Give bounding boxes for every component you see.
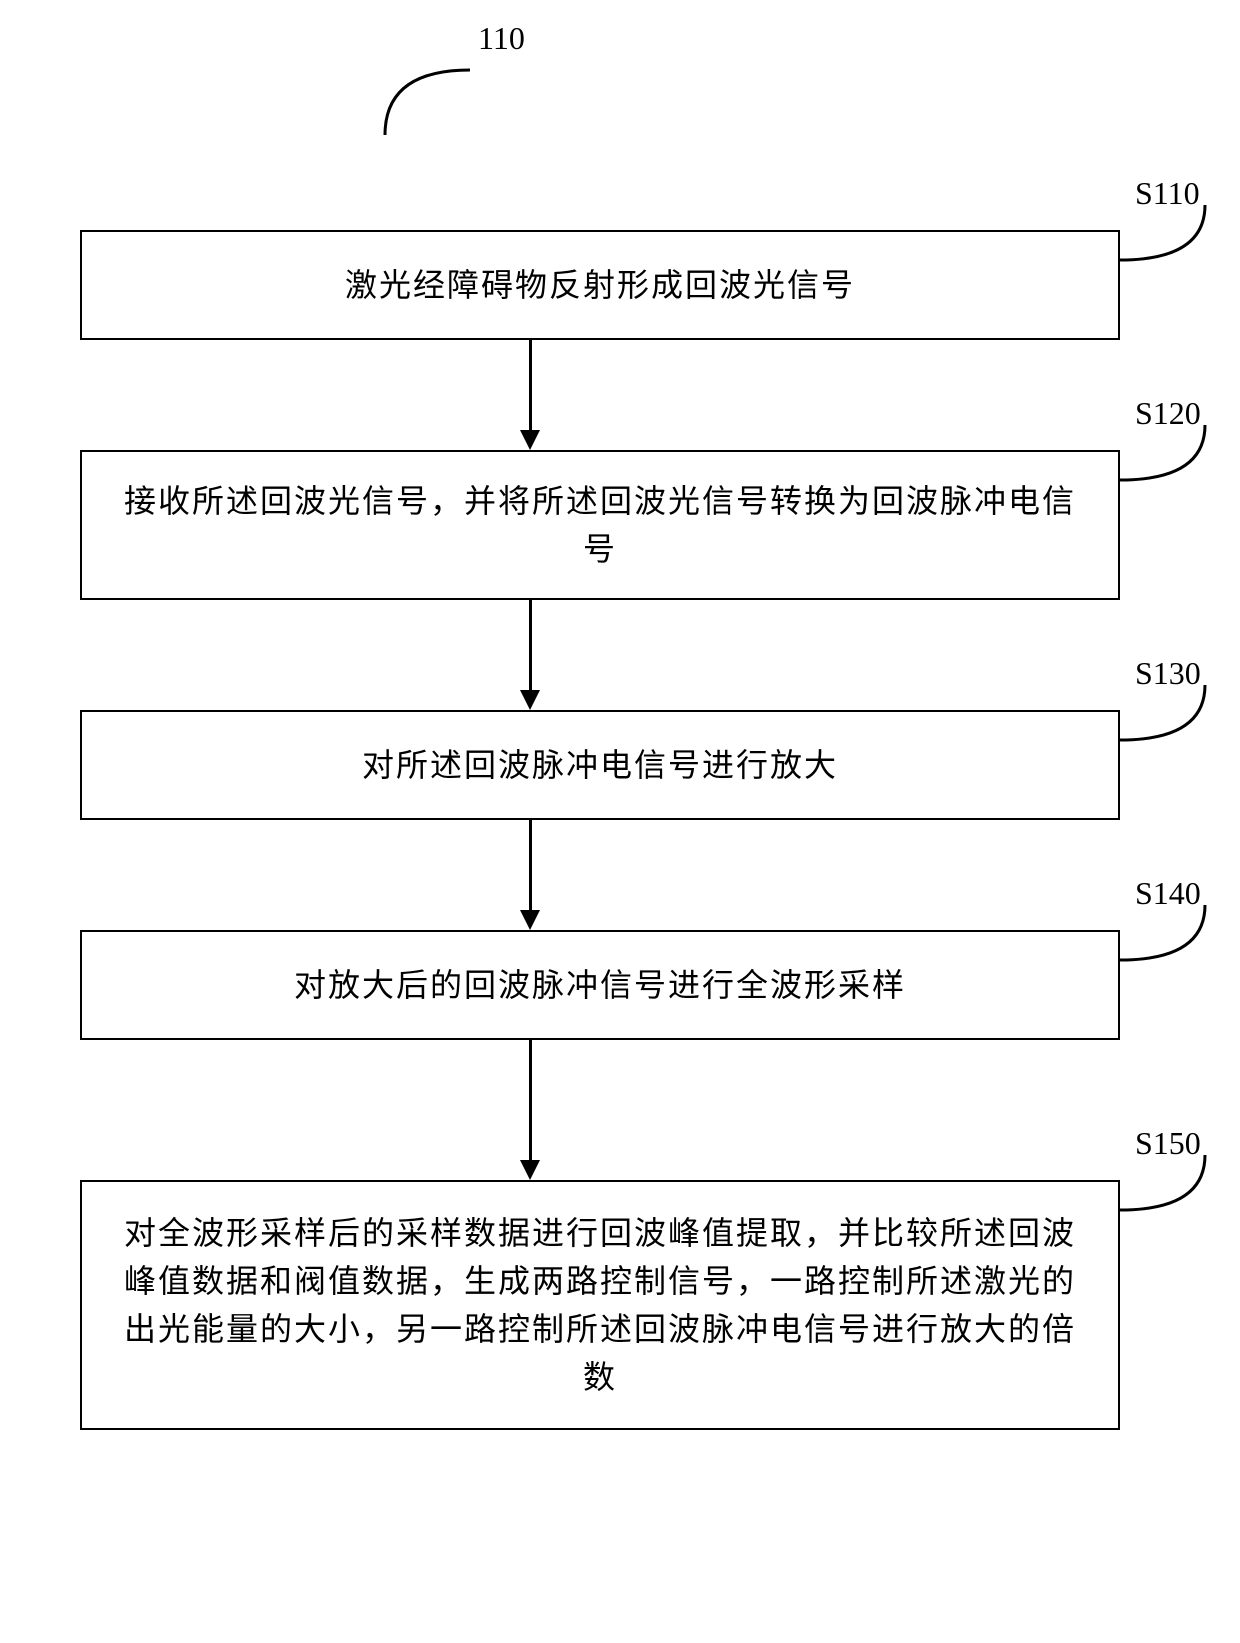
step-text-s130: 对所述回波脉冲电信号进行放大 (362, 741, 838, 789)
label-curve-s120 (1120, 425, 1215, 485)
step-text-s150: 对全波形采样后的采样数据进行回波峰值提取，并比较所述回波峰值数据和阀值数据，生成… (112, 1209, 1088, 1401)
arrow-head-1-2 (520, 430, 540, 450)
step-text-s140: 对放大后的回波脉冲信号进行全波形采样 (294, 961, 906, 1009)
step-box-s150: 对全波形采样后的采样数据进行回波峰值提取，并比较所述回波峰值数据和阀值数据，生成… (80, 1180, 1120, 1430)
arrow-1-2 (529, 340, 532, 432)
label-curve-s110 (1120, 205, 1215, 265)
step-text-s110: 激光经障碍物反射形成回波光信号 (345, 261, 855, 309)
step-text-s120: 接收所述回波光信号，并将所述回波光信号转换为回波脉冲电信号 (112, 477, 1088, 573)
arrow-3-4 (529, 820, 532, 912)
arrow-head-4-5 (520, 1160, 540, 1180)
flowchart-container: 110 S110 激光经障碍物反射形成回波光信号 S120 接收所述回波光信号，… (0, 0, 1240, 1643)
figure-curve (370, 60, 490, 140)
step-box-s130: 对所述回波脉冲电信号进行放大 (80, 710, 1120, 820)
arrow-4-5 (529, 1040, 532, 1162)
label-curve-s140 (1120, 905, 1215, 965)
label-curve-s150 (1120, 1155, 1215, 1215)
figure-number: 110 (478, 20, 525, 57)
step-box-s110: 激光经障碍物反射形成回波光信号 (80, 230, 1120, 340)
step-box-s120: 接收所述回波光信号，并将所述回波光信号转换为回波脉冲电信号 (80, 450, 1120, 600)
label-curve-s130 (1120, 685, 1215, 745)
step-box-s140: 对放大后的回波脉冲信号进行全波形采样 (80, 930, 1120, 1040)
arrow-head-3-4 (520, 910, 540, 930)
arrow-2-3 (529, 600, 532, 692)
arrow-head-2-3 (520, 690, 540, 710)
